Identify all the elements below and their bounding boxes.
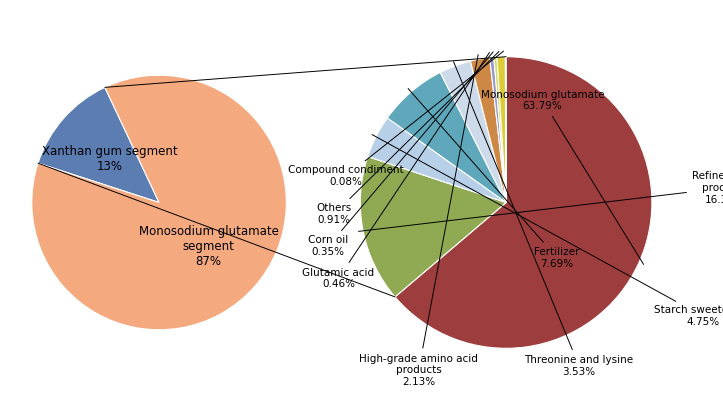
Wedge shape [497, 57, 506, 202]
Wedge shape [489, 57, 506, 202]
Text: Fertilizer
7.69%: Fertilizer 7.69% [408, 89, 580, 269]
Wedge shape [368, 118, 506, 202]
Text: Refined corn
products
16.31%: Refined corn products 16.31% [359, 171, 723, 231]
Wedge shape [360, 157, 506, 297]
Wedge shape [395, 57, 652, 348]
Text: Monosodium glutamate
63.79%: Monosodium glutamate 63.79% [481, 90, 643, 264]
Text: Corn oil
0.35%: Corn oil 0.35% [308, 52, 493, 257]
Wedge shape [388, 72, 506, 202]
Wedge shape [38, 87, 159, 202]
Text: Starch sweeteners
4.75%: Starch sweeteners 4.75% [372, 134, 723, 327]
Text: Glutamic acid
0.46%: Glutamic acid 0.46% [302, 53, 489, 289]
Text: Xanthan gum segment
13%: Xanthan gum segment 13% [42, 145, 177, 173]
Wedge shape [32, 75, 286, 330]
Text: Compound condiment
0.08%: Compound condiment 0.08% [288, 51, 503, 187]
Text: Threonine and lysine
3.53%: Threonine and lysine 3.53% [453, 62, 633, 377]
Wedge shape [440, 61, 506, 202]
Text: Monosodium glutamate
segment
87%: Monosodium glutamate segment 87% [139, 225, 278, 268]
Wedge shape [494, 57, 506, 202]
Wedge shape [471, 58, 506, 202]
Text: Others
0.91%: Others 0.91% [317, 51, 499, 225]
Text: High-grade amino acid
products
2.13%: High-grade amino acid products 2.13% [359, 55, 478, 387]
Wedge shape [505, 57, 506, 202]
